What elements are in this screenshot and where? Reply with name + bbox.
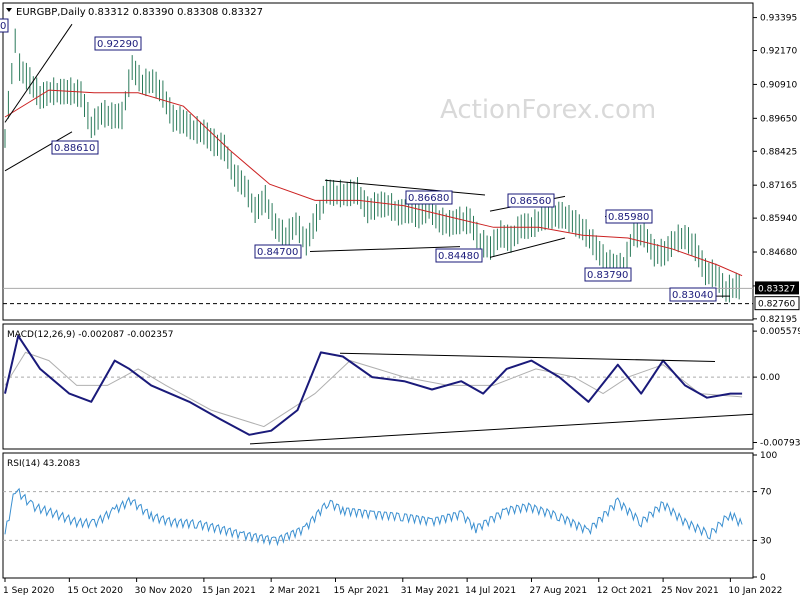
price-annotation-label: 0.84700 [257, 247, 298, 258]
price-y-tick-label: 0.82195 [760, 315, 797, 325]
price-annotation-box [605, 209, 653, 224]
trend-line [489, 237, 566, 258]
rsi-panel-frame [2, 452, 754, 579]
price-annotation-box [94, 36, 142, 51]
x-tick-label: 15 Oct 2020 [67, 586, 123, 596]
price-layer: 0 0.92290 0.88610 0.84700 0.86680 0.84480 0.86… [0, 18, 753, 305]
macd-y-tick-label: 0.00 [760, 373, 780, 383]
price-y-tick-label: 0.92170 [760, 47, 797, 57]
price-annotation-box [669, 287, 717, 302]
macd-trend-line [249, 413, 754, 445]
x-tick-label: 2 Mar 2021 [269, 586, 320, 596]
macd-layer: MACD(12,26,9) -0.002087 -0.002357 [3, 330, 754, 445]
ohlc-readout: 0.83312 0.83390 0.83308 0.83327 [88, 7, 263, 18]
trend-line [309, 246, 461, 252]
price-annotation-box [0, 18, 9, 33]
price-annotation-box [507, 193, 555, 208]
price-annotation-label: 0.85980 [608, 212, 649, 223]
axis-layer: 0.93395 0.92170 0.90910 0.89650 0.88425 0.871… [3, 14, 800, 596]
last-price-label: 0.83327 [758, 284, 795, 294]
price-y-tick-label: 0.90910 [760, 80, 797, 90]
price-annotation-label: 0.84480 [438, 251, 479, 262]
rsi-y-tick-label: 30 [760, 536, 772, 546]
rsi-y-tick-label: 70 [760, 488, 772, 498]
rsi-y-tick-label: 0 [760, 573, 766, 583]
rsi-y-tick-label: 100 [760, 451, 777, 461]
x-tick-label: 15 Jan 2021 [202, 586, 256, 596]
price-annotation-box [405, 190, 453, 205]
price-annotation-label: 0.88610 [54, 143, 95, 154]
support-level-box [754, 296, 800, 311]
price-y-tick-label: 0.84680 [760, 248, 797, 258]
price-panel-frame [2, 2, 754, 321]
x-tick-label: 31 May 2021 [401, 586, 460, 596]
x-tick-label: 30 Nov 2020 [135, 586, 193, 596]
trend-line [4, 23, 73, 123]
macd-trend-line [339, 352, 716, 362]
x-tick-label: 27 Aug 2021 [529, 586, 587, 596]
price-annotation-label: 0 [0, 21, 6, 32]
x-tick-label: 25 Nov 2021 [661, 586, 719, 596]
x-tick-label: 15 Apr 2021 [334, 586, 390, 596]
x-tick-label: 10 Jan 2022 [728, 586, 782, 596]
price-annotation-label: 0.83040 [672, 290, 713, 301]
dropdown-triangle-icon[interactable] [6, 8, 12, 12]
price-y-tick-label: 0.93395 [760, 14, 797, 24]
rsi-layer: RSI(14) 43.2083 [3, 459, 753, 547]
last-price-box [755, 281, 799, 295]
moving-average-line [4, 89, 743, 277]
macd-line [4, 334, 743, 436]
rsi-line [4, 487, 743, 547]
trend-line [324, 179, 486, 196]
price-annotation-box [254, 244, 302, 259]
macd-y-tick-label: 0.005579 [760, 327, 800, 337]
x-tick-label: 1 Sep 2020 [3, 586, 55, 596]
price-y-tick-label: 0.88425 [760, 147, 797, 157]
price-y-tick-label: 0.85940 [760, 214, 797, 224]
price-annotation-label: 0.83790 [587, 270, 628, 281]
x-tick-label: 12 Oct 2021 [597, 586, 653, 596]
price-annotation-label: 0.86560 [510, 196, 551, 207]
symbol-label: EURGBP,Daily [16, 7, 86, 18]
x-tick-label: 14 Jul 2021 [465, 586, 516, 596]
support-level-label: 0.82760 [758, 300, 795, 310]
price-annotation-label: 0.86680 [408, 193, 449, 204]
watermark: ActionForex.com [440, 95, 656, 125]
macd-panel-frame [2, 323, 754, 450]
macd-title: MACD(12,26,9) -0.002087 -0.002357 [7, 330, 173, 340]
rsi-title: RSI(14) 43.2083 [7, 459, 80, 469]
price-annotation-box [584, 267, 632, 282]
price-annotation-label: 0.92290 [97, 39, 138, 50]
price-annotation-box [51, 140, 99, 155]
price-y-tick-label: 0.87165 [760, 181, 797, 191]
price-y-tick-label: 0.89650 [760, 114, 797, 124]
trend-line [4, 131, 73, 172]
price-annotation-box [435, 248, 483, 263]
